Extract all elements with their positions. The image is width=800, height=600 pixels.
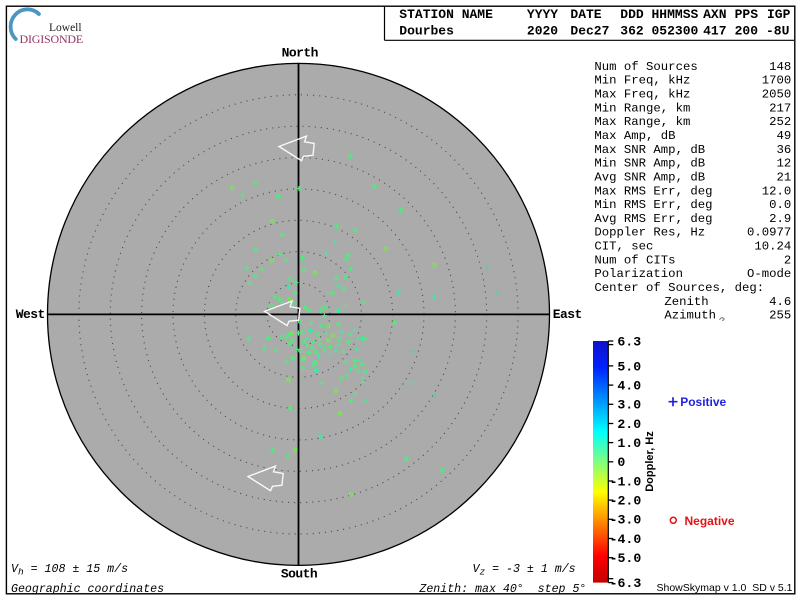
svg-text:12.0: 12.0 <box>762 184 792 198</box>
svg-text:052300: 052300 <box>652 24 699 39</box>
svg-text:Max Amp, dB: Max Amp, dB <box>594 129 675 143</box>
svg-text:Max RMS Err, deg: Max RMS Err, deg <box>594 184 712 198</box>
svg-text:Polarization: Polarization <box>594 267 683 281</box>
svg-text:Min Freq, kHz: Min Freq, kHz <box>594 74 690 88</box>
svg-text:Min Range, km: Min Range, km <box>594 101 690 115</box>
svg-text:12: 12 <box>777 157 792 171</box>
svg-text:21: 21 <box>777 171 792 185</box>
svg-text:36: 36 <box>777 143 792 157</box>
svg-text:1700: 1700 <box>762 74 792 88</box>
svg-text:6.3: 6.3 <box>617 334 641 349</box>
svg-text:Negative: Negative <box>685 514 735 528</box>
svg-text:Min RMS Err, deg: Min RMS Err, deg <box>594 198 712 212</box>
svg-text:252: 252 <box>769 115 791 129</box>
svg-text:10.24: 10.24 <box>754 240 791 254</box>
svg-text:PPS: PPS <box>735 7 759 22</box>
svg-text:DIGISONDE: DIGISONDE <box>20 32 84 46</box>
svg-text:4.0: 4.0 <box>617 379 641 394</box>
svg-text:5.0: 5.0 <box>617 359 641 374</box>
svg-text:49: 49 <box>777 129 792 143</box>
svg-text:2.0: 2.0 <box>617 417 641 432</box>
svg-text:200: 200 <box>735 24 759 39</box>
svg-text:417: 417 <box>703 24 726 39</box>
svg-text:Zenith: max 40° step 5°: Zenith: max 40° step 5° <box>418 583 586 596</box>
svg-text:0: 0 <box>617 455 625 470</box>
svg-text:3.0: 3.0 <box>617 398 641 413</box>
svg-text:-1.0: -1.0 <box>610 474 642 489</box>
svg-text:Center of Sources, deg:: Center of Sources, deg: <box>594 281 764 295</box>
svg-text:Avg RMS Err, deg: Avg RMS Err, deg <box>594 212 712 226</box>
svg-text:Avg SNR Amp, dB: Avg SNR Amp, dB <box>594 171 705 185</box>
svg-text:0.0977: 0.0977 <box>747 226 791 240</box>
svg-text:O-mode: O-mode <box>747 267 791 281</box>
svg-text:1.0: 1.0 <box>617 436 641 451</box>
svg-text:Dec27: Dec27 <box>570 24 609 39</box>
svg-text:0.0: 0.0 <box>769 198 791 212</box>
svg-text:Positive: Positive <box>680 395 726 409</box>
svg-text:-5.0: -5.0 <box>610 551 642 566</box>
svg-text:DDD: DDD <box>620 7 644 22</box>
svg-text:-4.0: -4.0 <box>610 532 642 547</box>
svg-text:-2.0: -2.0 <box>610 494 642 509</box>
svg-text:Doppler Res, Hz: Doppler Res, Hz <box>594 226 705 240</box>
svg-text:West: West <box>16 307 45 322</box>
svg-text:2020: 2020 <box>527 24 558 39</box>
svg-text:South: South <box>281 567 318 582</box>
svg-text:Zenith: Zenith <box>664 295 708 309</box>
svg-text:North: North <box>282 45 319 60</box>
svg-text:Vz = -3 ± 1 m/s: Vz = -3 ± 1 m/s <box>473 563 576 578</box>
svg-text:IGP: IGP <box>767 7 791 22</box>
svg-text:Doppler, Hz: Doppler, Hz <box>644 431 656 492</box>
svg-text:2.9: 2.9 <box>769 212 791 226</box>
svg-text:HHMMSS: HHMMSS <box>652 7 699 22</box>
svg-text:CIT, sec: CIT, sec <box>594 240 653 254</box>
svg-text:AXN: AXN <box>703 7 726 22</box>
svg-text:-6.3: -6.3 <box>610 576 642 591</box>
svg-text:ShowSkymap v 1.0 SD v 5.1: ShowSkymap v 1.0 SD v 5.1 <box>657 582 793 594</box>
svg-text:Max SNR Amp, dB: Max SNR Amp, dB <box>594 143 705 157</box>
svg-text:DATE: DATE <box>570 7 601 22</box>
svg-text:STATION NAME: STATION NAME <box>399 7 493 22</box>
svg-text:Vh = 108 ± 15 m/s: Vh = 108 ± 15 m/s <box>11 563 128 578</box>
svg-text:2: 2 <box>784 253 791 267</box>
svg-text:Max Freq, kHz: Max Freq, kHz <box>594 88 690 102</box>
svg-text:Lowell: Lowell <box>49 22 82 34</box>
svg-text:Geographic coordinates: Geographic coordinates <box>11 583 164 596</box>
svg-text:YYYY: YYYY <box>527 7 558 22</box>
svg-text:Azimuth: Azimuth <box>664 309 716 323</box>
svg-text:-3.0: -3.0 <box>610 513 642 528</box>
svg-text:-8U: -8U <box>766 24 789 39</box>
svg-text:Max Range, km: Max Range, km <box>594 115 690 129</box>
svg-text:Num of CITs: Num of CITs <box>594 253 675 267</box>
svg-text:2050: 2050 <box>762 88 792 102</box>
svg-text:362: 362 <box>620 24 644 39</box>
svg-text:East: East <box>553 307 582 322</box>
svg-text:217: 217 <box>769 101 791 115</box>
svg-text:Min SNR Amp, dB: Min SNR Amp, dB <box>594 157 705 171</box>
svg-text:4.6: 4.6 <box>769 295 791 309</box>
svg-text:148: 148 <box>769 60 791 74</box>
svg-text:255: 255 <box>769 309 791 323</box>
svg-text:Dourbes: Dourbes <box>399 24 454 39</box>
svg-text:Num of Sources: Num of Sources <box>594 60 697 74</box>
